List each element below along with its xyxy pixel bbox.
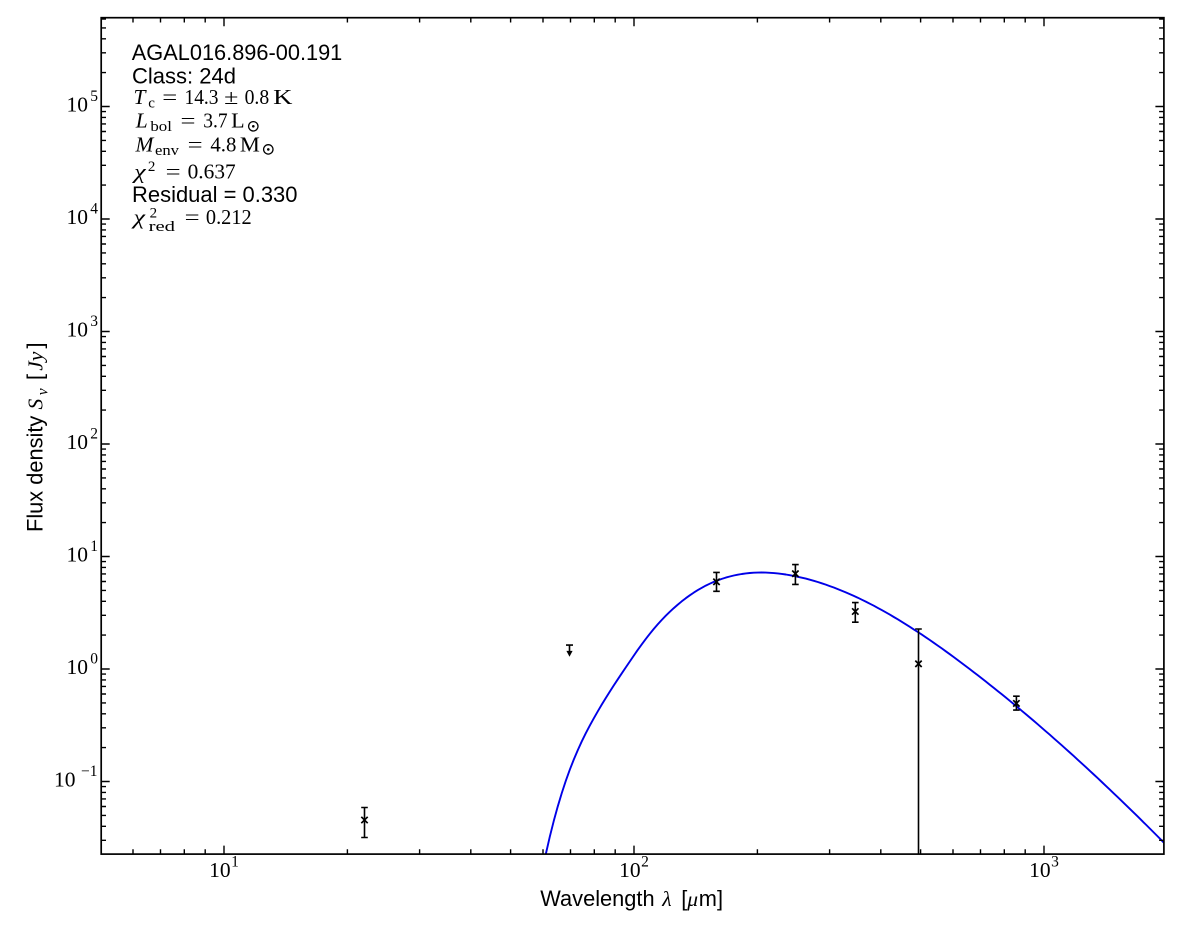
svg-text:0.212: 0.212 xyxy=(206,205,252,229)
svg-text:Residual = 0.330: Residual = 0.330 xyxy=(132,182,298,207)
svg-text:10: 10 xyxy=(67,317,89,341)
svg-text:0: 0 xyxy=(90,650,98,667)
svg-text:2: 2 xyxy=(148,159,156,175)
svg-text:10: 10 xyxy=(67,655,89,679)
svg-text:Class: 24d: Class: 24d xyxy=(132,64,236,89)
svg-text:2: 2 xyxy=(641,854,649,871)
svg-text:10: 10 xyxy=(67,205,89,229)
svg-text:[: [ xyxy=(23,374,48,380)
svg-text:10: 10 xyxy=(54,767,76,791)
svg-text:10: 10 xyxy=(1029,858,1051,882)
svg-text:μ: μ xyxy=(686,887,698,911)
svg-text:10: 10 xyxy=(67,92,89,116)
svg-text:=: = xyxy=(188,132,203,156)
svg-text:−1: −1 xyxy=(81,763,98,780)
svg-text:3.7: 3.7 xyxy=(203,109,228,133)
svg-text:K: K xyxy=(273,85,293,109)
svg-text:Flux density: Flux density xyxy=(23,416,48,532)
svg-text:L: L xyxy=(231,109,245,133)
svg-text:S: S xyxy=(24,399,48,410)
svg-text:10: 10 xyxy=(67,430,89,454)
svg-text:bol: bol xyxy=(150,119,172,135)
svg-text:2: 2 xyxy=(90,425,98,442)
svg-text:red: red xyxy=(149,219,176,235)
svg-text:0.8: 0.8 xyxy=(245,85,270,109)
svg-text:=: = xyxy=(185,205,200,229)
svg-text:=: = xyxy=(181,109,196,133)
svg-text:Wavelength: Wavelength xyxy=(540,886,654,911)
svg-text:=: = xyxy=(166,160,181,184)
svg-text:3: 3 xyxy=(1051,854,1059,871)
svg-text:1: 1 xyxy=(231,854,239,871)
svg-text:m]: m] xyxy=(699,886,723,911)
svg-text:3: 3 xyxy=(90,313,98,330)
svg-text:AGAL016.896-00.191: AGAL016.896-00.191 xyxy=(132,40,342,65)
svg-text:M: M xyxy=(135,132,155,156)
svg-text:2: 2 xyxy=(150,206,158,222)
svg-text:env: env xyxy=(155,143,180,159)
svg-text:L: L xyxy=(135,109,148,133)
svg-text:0.637: 0.637 xyxy=(188,160,236,184)
svg-text:χ: χ xyxy=(132,160,147,184)
svg-text:[: [ xyxy=(681,886,687,911)
svg-text:]: ] xyxy=(23,342,48,348)
svg-text:1: 1 xyxy=(90,538,98,555)
svg-text:14.3: 14.3 xyxy=(185,85,219,109)
svg-text:c: c xyxy=(148,96,155,112)
svg-text:=: = xyxy=(162,85,177,109)
svg-text:χ: χ xyxy=(131,205,146,229)
svg-text:±: ± xyxy=(224,85,238,109)
svg-text:10: 10 xyxy=(67,542,89,566)
svg-text:10: 10 xyxy=(209,858,231,882)
svg-text:ν: ν xyxy=(34,388,51,395)
svg-text:M: M xyxy=(240,132,260,156)
svg-text:5: 5 xyxy=(90,88,98,105)
svg-text:4: 4 xyxy=(90,200,98,217)
svg-text:4.8: 4.8 xyxy=(210,132,236,156)
svg-text:T: T xyxy=(134,85,148,109)
svg-text:10: 10 xyxy=(619,858,641,882)
svg-text:Jy: Jy xyxy=(24,351,48,371)
svg-text:λ: λ xyxy=(661,887,671,911)
